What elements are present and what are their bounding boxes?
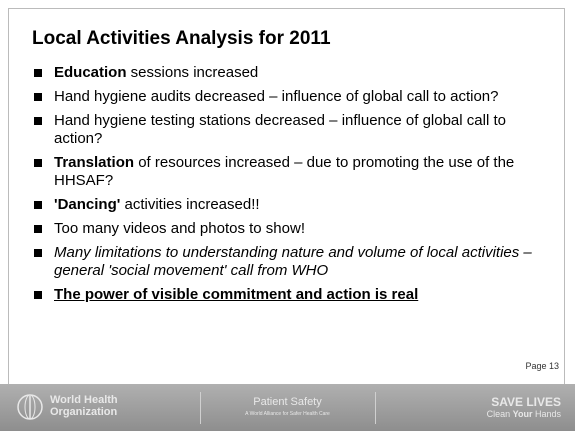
text-run: Many limitations to understanding nature…: [54, 244, 532, 279]
text-run: Clean: [486, 409, 513, 419]
bullet: Many limitations to understanding nature…: [32, 244, 552, 280]
program: Patient Safety: [253, 396, 322, 408]
bullet: Hand hygiene testing stations decreased …: [32, 112, 552, 148]
text-run: Education: [54, 64, 127, 81]
text-run: of resources increased – due to promotin…: [54, 154, 515, 189]
slogan: SAVE LIVES: [491, 395, 561, 409]
text-run: Hands: [532, 409, 561, 419]
bullet: The power of visible commitment and acti…: [32, 286, 552, 304]
text-run: sessions increased: [126, 64, 259, 81]
bullet: Hand hygiene audits decreased – influenc…: [32, 88, 552, 106]
org-name: World Health Organization: [50, 394, 118, 418]
who-logo: [17, 394, 43, 420]
page-number: Page 13: [525, 361, 559, 371]
footer: World Health Organization Patient Safety …: [0, 384, 575, 431]
text-run: Translation: [54, 154, 135, 171]
bullet-list: Education sessions increased Hand hygiene…: [32, 64, 552, 310]
slide-frame: [8, 8, 565, 384]
org-line: Organization: [50, 406, 118, 418]
org-line: World Health: [50, 394, 118, 406]
text-run: Too many videos and photos to show!: [54, 220, 305, 237]
divider: [375, 392, 376, 424]
text-run: Hand hygiene audits decreased – influenc…: [54, 88, 499, 105]
bullet: Translation of resources increased – due…: [32, 154, 552, 190]
program-sub: A World Alliance for Safer Health Care: [245, 411, 330, 417]
text-run: The power of visible commitment and acti…: [54, 286, 419, 303]
slogan-sub: Clean Your Hands: [487, 409, 561, 419]
divider: [200, 392, 201, 424]
text-run: 'Dancing': [54, 196, 121, 213]
text-run: activities increased!!: [120, 196, 260, 213]
bullet: Too many videos and photos to show!: [32, 220, 552, 238]
slide-title: Local Activities Analysis for 2011: [32, 28, 331, 49]
text-run: Hand hygiene testing stations decreased …: [54, 112, 506, 147]
text-run: Your: [512, 409, 533, 419]
bullet: Education sessions increased: [32, 64, 552, 82]
bullet: 'Dancing' activities increased!!: [32, 196, 552, 214]
